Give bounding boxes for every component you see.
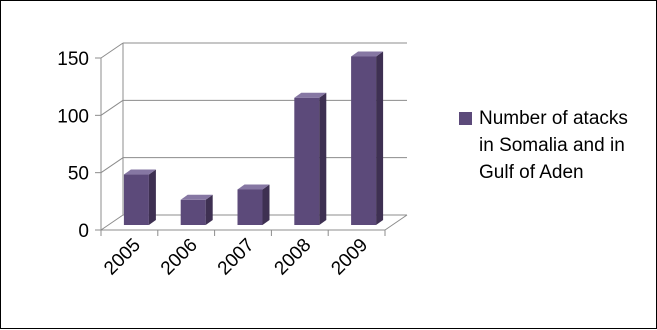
x-tick-label: 2005: [100, 235, 145, 280]
bar: [123, 174, 149, 225]
bar-side: [148, 169, 156, 225]
x-tick-label: 2006: [157, 235, 202, 280]
bar-side: [376, 51, 384, 225]
y-tick-label: 0: [78, 221, 89, 242]
bar-side: [319, 92, 327, 225]
bar: [294, 97, 320, 225]
y-tick-label: 50: [68, 164, 89, 185]
x-tick-label: 2008: [271, 235, 316, 280]
gridline-side: [100, 99, 124, 116]
legend: Number of atacks in Somalia and in Gulf …: [459, 105, 649, 186]
bar-top: [180, 194, 213, 200]
legend-label: Number of atacks in Somalia and in Gulf …: [479, 108, 628, 183]
bar-top: [294, 92, 327, 98]
bar: [180, 199, 206, 225]
y-tick-label: 100: [57, 106, 89, 127]
x-tick-label: 2007: [214, 235, 259, 280]
bar-side: [262, 184, 270, 225]
x-tick-label: 2009: [327, 235, 372, 280]
y-tick-label: 150: [57, 49, 89, 70]
gridline-side: [100, 42, 124, 59]
bar-top: [237, 184, 270, 190]
bar-side: [205, 194, 213, 225]
gridline-side: [100, 214, 124, 231]
floor-right-edge: [384, 214, 408, 231]
bar-top: [123, 169, 156, 175]
gridline-side: [100, 157, 124, 174]
bar: [351, 56, 377, 225]
bar: [237, 189, 263, 225]
bar-top: [351, 51, 384, 57]
legend-swatch: [459, 112, 472, 125]
